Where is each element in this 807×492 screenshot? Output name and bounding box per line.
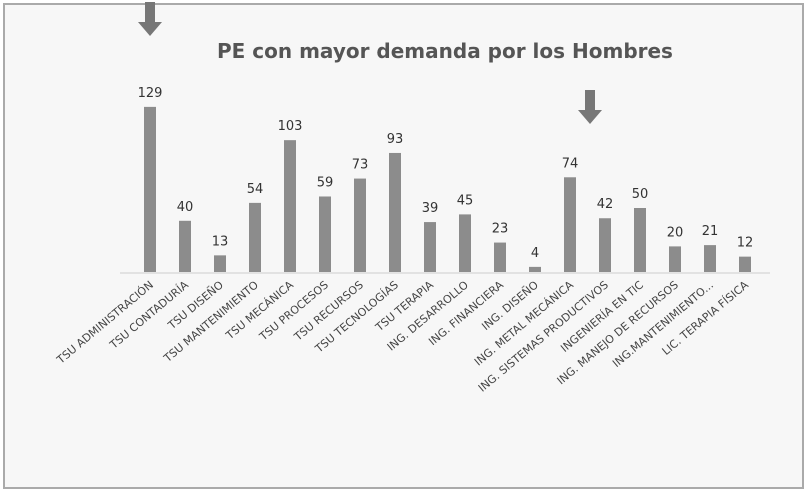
bar xyxy=(599,218,611,272)
arrow xyxy=(578,90,602,124)
bar xyxy=(529,266,541,272)
bar xyxy=(564,177,576,272)
value-label: 39 xyxy=(422,201,439,216)
bar xyxy=(249,202,261,272)
value-label: 21 xyxy=(702,224,719,239)
arrow xyxy=(138,2,162,36)
bar xyxy=(459,214,471,272)
frame xyxy=(3,3,804,489)
bar xyxy=(424,222,436,272)
bar xyxy=(214,255,226,272)
value-label: 40 xyxy=(177,200,194,215)
bar xyxy=(634,208,646,272)
value-label: 42 xyxy=(597,197,614,212)
value-label: 12 xyxy=(737,236,754,251)
bar xyxy=(739,256,751,272)
value-label: 74 xyxy=(562,156,579,171)
value-label: 129 xyxy=(138,86,163,101)
bar xyxy=(319,196,331,272)
value-label: 93 xyxy=(387,132,404,147)
bar xyxy=(179,220,191,272)
bar xyxy=(669,246,681,272)
bar xyxy=(494,242,506,272)
bar xyxy=(354,178,366,272)
chart-title: PE con mayor demanda por los Hombres xyxy=(217,39,673,63)
value-label: 54 xyxy=(247,182,264,197)
value-label: 50 xyxy=(632,187,649,202)
value-label: 20 xyxy=(667,225,684,240)
value-label: 103 xyxy=(278,119,303,134)
value-label: 59 xyxy=(317,175,334,190)
value-label: 73 xyxy=(352,158,369,173)
bar xyxy=(144,106,156,272)
value-label: 4 xyxy=(531,246,539,261)
bar xyxy=(704,245,716,272)
value-label: 23 xyxy=(492,222,509,237)
bar xyxy=(284,140,296,272)
value-label: 13 xyxy=(212,234,229,249)
bar xyxy=(389,152,401,272)
value-label: 45 xyxy=(457,193,474,208)
